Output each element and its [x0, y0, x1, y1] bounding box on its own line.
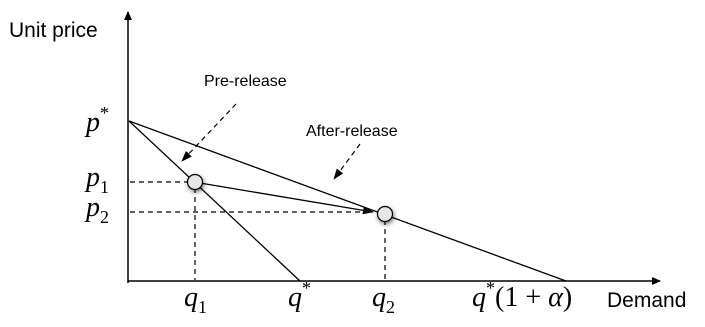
after-release-demand-line — [128, 120, 567, 282]
p-star-label: p* — [84, 103, 109, 138]
q2-label: q2 — [372, 282, 395, 317]
q1-label: q1 — [184, 282, 207, 317]
after-release-pointer — [333, 143, 361, 180]
y-axis-label: Unit price — [9, 19, 98, 42]
pre-release-pointer — [181, 103, 237, 162]
after-release-label: After-release — [306, 123, 398, 140]
p1-label: p1 — [84, 162, 109, 197]
p2-label: p2 — [84, 192, 109, 227]
q-alpha-label: q*(1 + α) — [472, 278, 572, 313]
transition-arrow — [193, 181, 374, 215]
q-star-label: q* — [288, 278, 311, 313]
pre-release-demand-line — [128, 120, 301, 282]
after-release-point — [376, 205, 394, 223]
pre-release-label: Pre-release — [204, 73, 287, 90]
pre-release-point — [186, 173, 204, 191]
x-axis-label: Demand — [607, 289, 686, 312]
